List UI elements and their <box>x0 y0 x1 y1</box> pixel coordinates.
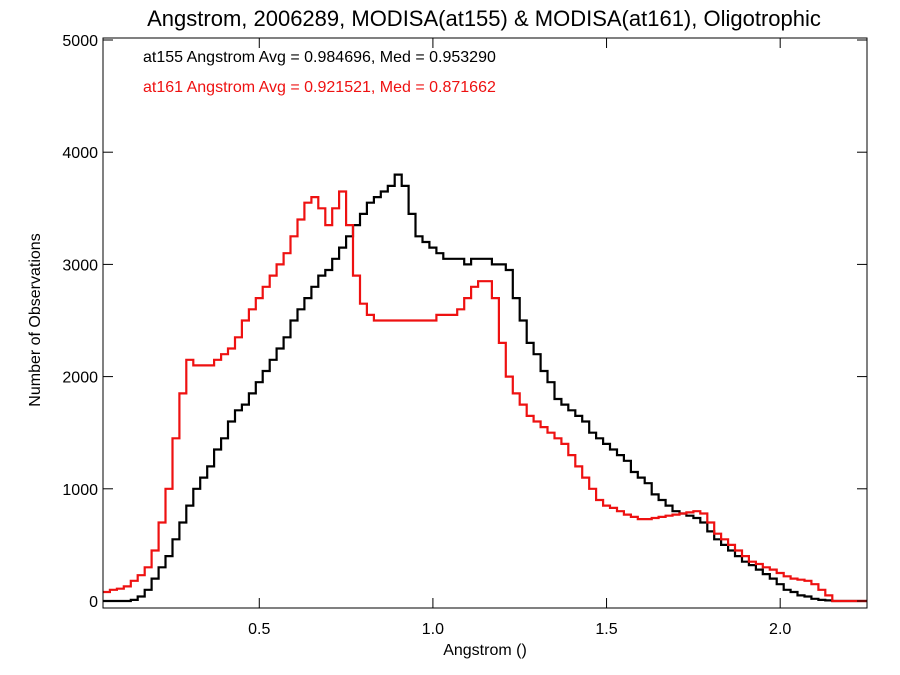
series-layer <box>103 173 867 603</box>
y-tick-label: 0 <box>89 594 98 611</box>
x-tick-label: 1.5 <box>595 621 617 638</box>
y-tick-label: 5000 <box>62 33 98 50</box>
plot-area-frame <box>102 37 868 609</box>
series-line-1 <box>103 190 867 603</box>
chart-title: Angstrom, 2006289, MODISA(at155) & MODIS… <box>147 6 821 31</box>
y-tick-label: 1000 <box>62 482 98 499</box>
y-tick-label: 2000 <box>62 370 98 387</box>
x-axis-ticks: 0.5 1.0 1.5 2.0 <box>248 38 791 638</box>
series-line-0 <box>103 173 867 603</box>
y-axis-label: Number of Observations <box>27 233 44 406</box>
y-tick-label: 4000 <box>62 145 98 162</box>
y-axis-ticks: 0 1000 2000 3000 4000 5000 <box>62 33 867 611</box>
annotation-at161-stats: at161 Angstrom Avg = 0.921521, Med = 0.8… <box>143 79 496 96</box>
x-axis-label: Angstrom () <box>443 642 527 659</box>
annotation-at155-stats: at155 Angstrom Avg = 0.984696, Med = 0.9… <box>143 49 496 66</box>
x-tick-label: 0.5 <box>248 621 270 638</box>
x-tick-label: 1.0 <box>422 621 444 638</box>
y-tick-label: 3000 <box>62 257 98 274</box>
x-tick-label: 2.0 <box>769 621 791 638</box>
